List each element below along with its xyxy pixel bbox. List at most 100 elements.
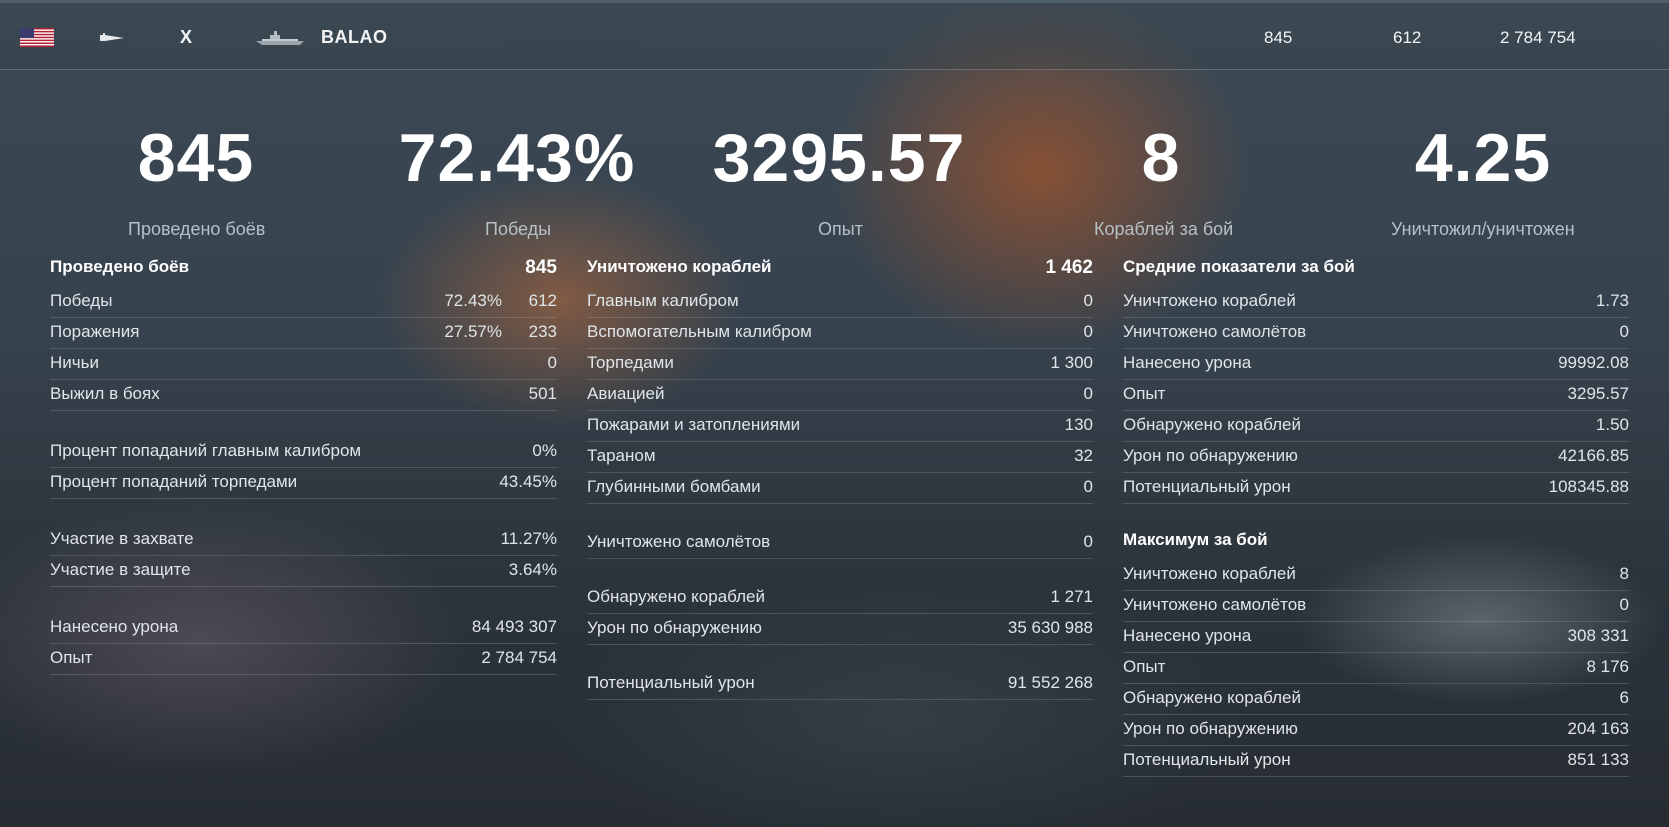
stat-value: 2 784 754 [481, 648, 557, 667]
summary-ships-per-battle-value: 8 [1141, 120, 1181, 196]
stat-row-capture: Участие в захвате 11.27% [50, 525, 557, 556]
stat-value: 1.50 [1595, 415, 1629, 434]
stat-value: 35 630 988 [1007, 618, 1093, 637]
stat-value: 11.27% [500, 529, 557, 548]
stat-label: Авиацией [587, 384, 665, 403]
stat-row-defeats: Поражения 27.57% 233 [50, 318, 557, 349]
stat-value: 0 [1619, 322, 1629, 341]
header-battles: 845 [1264, 28, 1293, 47]
summary-kd-label: Уничтожил/уничтожен [1391, 219, 1575, 239]
stat-label: Обнаружено кораблей [1123, 415, 1301, 434]
destroyed-column: Уничтожено кораблей 1 462 Главным калибр… [587, 255, 1093, 700]
stat-label: Уничтожено кораблей [1123, 564, 1296, 583]
stat-label: Процент попаданий главным калибром [50, 441, 362, 460]
stat-value: 42166.85 [1558, 446, 1629, 465]
stat-value: 8 [1619, 564, 1629, 583]
battles-header-label: Проведено боёв [50, 257, 190, 276]
stat-value: 501 [528, 384, 557, 403]
stat-label: Урон по обнаружению [1123, 719, 1298, 738]
ship-image-icon [256, 31, 304, 45]
summary-battles-value: 845 [137, 120, 255, 196]
stat-label: Потенциальный урон [1123, 750, 1291, 769]
spacer [587, 559, 1093, 583]
stat-label: Победы [50, 291, 113, 310]
stat-row-fires-floods: Пожарами и затоплениями 130 [587, 411, 1093, 442]
battles-header: Проведено боёв 845 [50, 255, 557, 287]
stat-row-draws: Ничьи 0 [50, 349, 557, 380]
stat-value: 6 [1619, 688, 1629, 707]
stat-label: Урон по обнаружению [1123, 446, 1298, 465]
stat-label: Опыт [50, 648, 93, 667]
battles-column: Проведено боёв 845 Победы 72.43% 612 Пораж… [50, 255, 557, 675]
ship-tier: X [180, 27, 193, 47]
stat-row-planes-destroyed: Уничтожено самолётов 0 [587, 528, 1093, 559]
stat-value: 0 [1083, 477, 1093, 496]
top-border [0, 0, 1669, 3]
stat-value: 1 300 [1050, 353, 1093, 372]
stat-row-defense: Участие в защите 3.64% [50, 556, 557, 587]
stat-label: Тараном [587, 446, 656, 465]
stat-row-torpedo-hit-rate: Процент попаданий торпедами 43.45% [50, 468, 557, 499]
header-wins: 612 [1393, 28, 1422, 47]
destroyed-header-value: 1 462 [1045, 257, 1093, 278]
stat-label: Главным калибром [587, 291, 739, 310]
max-header: Максимум за бой [1123, 528, 1629, 560]
max-row-experience: Опыт 8 176 [1123, 653, 1629, 684]
stat-value: 308 331 [1567, 626, 1629, 645]
summary-kd-value: 4.25 [1414, 120, 1552, 196]
stat-value: 84 493 307 [471, 617, 557, 636]
usa-flag-icon [20, 28, 54, 47]
stat-label: Обнаружено кораблей [587, 587, 765, 606]
summary-battles-label: Проведено боёв [128, 219, 266, 239]
stat-label: Участие в захвате [50, 529, 194, 548]
stat-value: 130 [1064, 415, 1093, 434]
stat-value: 0 [1619, 595, 1629, 614]
stat-value: 99992.08 [1558, 353, 1629, 372]
stat-label: Потенциальный урон [587, 673, 755, 692]
avg-row-experience: Опыт 3295.57 [1123, 380, 1629, 411]
stat-value: 1.73 [1595, 291, 1629, 310]
stat-label: Глубинными бомбами [587, 477, 761, 496]
spacer [50, 499, 557, 525]
stat-value: 3295.57 [1567, 384, 1629, 403]
stat-label: Уничтожено кораблей [1123, 291, 1296, 310]
ship-header-bar[interactable]: X BALAO 845 612 2 784 754 [0, 3, 1669, 70]
stat-value: 0 [1083, 291, 1093, 310]
summary-ships-per-battle-label: Кораблей за бой [1094, 219, 1234, 239]
stat-label: Процент попаданий торпедами [50, 472, 298, 491]
max-row-spotted: Обнаружено кораблей 6 [1123, 684, 1629, 715]
avg-row-potential-damage: Потенциальный урон 108345.88 [1123, 473, 1629, 504]
stat-percent: 72.43% [444, 291, 502, 310]
stat-label: Выжил в боях [50, 384, 160, 403]
stat-value: 43.45% [499, 472, 557, 491]
averages-header: Средние показатели за бой [1123, 255, 1629, 287]
stat-row-spotting-damage: Урон по обнаружению 35 630 988 [587, 614, 1093, 645]
stat-label: Уничтожено самолётов [587, 532, 771, 551]
max-row-planes-destroyed: Уничтожено самолётов 0 [1123, 591, 1629, 622]
stat-value: 204 163 [1567, 719, 1629, 738]
stat-row-experience: Опыт 2 784 754 [50, 644, 557, 675]
stat-row-main-battery: Главным калибром 0 [587, 287, 1093, 318]
spacer [587, 645, 1093, 669]
summary-experience: 3295.57 [679, 118, 999, 198]
stat-label: Участие в защите [50, 560, 191, 579]
summary-wins-value: 72.43% [398, 120, 636, 196]
stat-value: 0 [547, 353, 557, 372]
summary-wins-label: Победы [485, 219, 552, 239]
stat-label: Торпедами [587, 353, 674, 372]
stat-label: Нанесено урона [50, 617, 179, 636]
stat-value: 32 [1074, 446, 1093, 465]
stat-label: Поражения [50, 322, 140, 341]
battles-header-value: 845 [525, 257, 557, 278]
spacer [50, 411, 557, 437]
avg-row-damage: Нанесено урона 99992.08 [1123, 349, 1629, 380]
stat-row-ramming: Тараном 32 [587, 442, 1093, 473]
stat-label: Опыт [1123, 657, 1166, 676]
avg-row-spotting-damage: Урон по обнаружению 42166.85 [1123, 442, 1629, 473]
avg-row-ships-destroyed: Уничтожено кораблей 1.73 [1123, 287, 1629, 318]
stat-value: 0 [1083, 532, 1093, 551]
stat-row-main-battery-hit-rate: Процент попаданий главным калибром 0% [50, 437, 557, 468]
destroyed-header: Уничтожено кораблей 1 462 [587, 255, 1093, 287]
spacer [587, 504, 1093, 528]
stat-label: Урон по обнаружению [587, 618, 762, 637]
